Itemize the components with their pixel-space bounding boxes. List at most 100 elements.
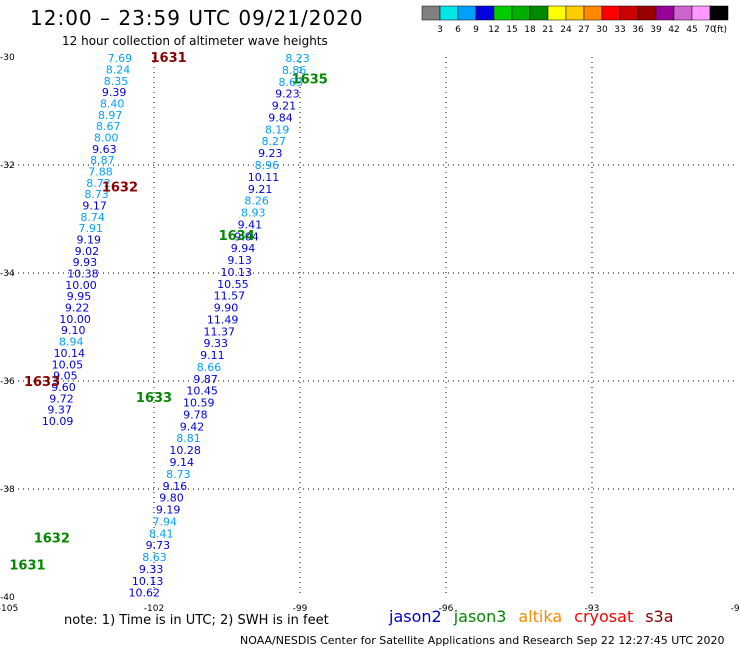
pass-time-label: 1632 xyxy=(34,532,70,547)
wave-height-point: 9.17 xyxy=(82,200,107,213)
wave-height-point: 9.14 xyxy=(169,456,194,469)
wave-height-point: 8.41 xyxy=(149,527,174,540)
wave-height-point: 8.97 xyxy=(98,109,123,122)
wave-height-point: 9.21 xyxy=(272,100,297,113)
wave-height-point: 9.39 xyxy=(102,86,127,99)
wave-height-point: 8.26 xyxy=(244,195,269,208)
colorbar-tick-label: 27 xyxy=(578,25,589,35)
wave-height-point: 8.00 xyxy=(94,131,119,144)
colorbar-legend: 3 6 9 12 15 18 21 24 27 30 33 36 39 42 45 70(ft) xyxy=(421,5,729,35)
wave-height-point: 10.09 xyxy=(42,415,74,428)
x-tick-label: -99 xyxy=(293,604,308,614)
pass-time-label: 1634 xyxy=(219,229,255,244)
pass-time-label: 1631 xyxy=(151,51,187,66)
wave-height-point: 8.24 xyxy=(106,63,131,76)
wave-height-point: 10.59 xyxy=(183,397,215,410)
grid xyxy=(8,57,738,597)
wave-height-point: 8.40 xyxy=(100,97,125,110)
wave-height-point: 8.63 xyxy=(142,551,167,564)
colorbar-swatch xyxy=(547,5,567,21)
wave-height-point: 9.22 xyxy=(65,302,90,315)
wave-height-point: 8.23 xyxy=(285,52,310,65)
wave-height-point: 9.42 xyxy=(180,420,205,433)
wave-height-point: 8.74 xyxy=(80,211,105,224)
pass-time-label: 1635 xyxy=(292,73,328,88)
wave-height-point: 9.33 xyxy=(204,337,229,350)
wave-height-point: 11.37 xyxy=(203,325,235,338)
wave-height-point: 9.04 xyxy=(234,230,259,243)
colorbar-swatch xyxy=(583,5,603,21)
pass-time-label: 1632 xyxy=(102,181,138,196)
wave-height-point: 10.05 xyxy=(52,358,84,371)
wave-height-point: 7.88 xyxy=(88,165,113,178)
wave-height-point: 9.41 xyxy=(238,218,263,231)
colorbar-unit: (ft) xyxy=(713,25,727,35)
wave-height-point: 9.23 xyxy=(275,88,300,101)
wave-height-point: 7.91 xyxy=(78,222,103,235)
wave-height-point: 11.49 xyxy=(207,313,239,326)
colorbar-tick-label: 9 xyxy=(473,25,479,35)
colorbar-swatch xyxy=(439,5,459,21)
colorbar-tick-label: 24 xyxy=(560,25,572,35)
x-tick-label: -102 xyxy=(144,604,164,614)
wave-height-point: 8.94 xyxy=(59,336,84,349)
colorbar-tick-label: 70 xyxy=(704,25,716,35)
wave-height-values: 7.698.248.359.398.408.978.678.009.638.87… xyxy=(42,52,310,600)
footer-credit: NOAA/NESDIS Center for Satellite Applica… xyxy=(240,634,725,647)
wave-height-point: 9.19 xyxy=(156,504,181,517)
colorbar-tick-label: 39 xyxy=(650,25,662,35)
wave-height-point: 9.05 xyxy=(53,370,78,383)
x-tick-label: -96 xyxy=(439,604,454,614)
colorbar-tick-label: 45 xyxy=(686,25,697,35)
wave-height-point: 8.93 xyxy=(241,207,266,220)
wave-height-point: 8.63 xyxy=(279,76,304,89)
wave-height-point: 10.45 xyxy=(186,385,218,398)
wave-height-point: 10.28 xyxy=(169,444,201,457)
wave-height-point: 9.84 xyxy=(268,111,293,124)
colorbar-swatch xyxy=(475,5,495,21)
wave-height-point: 9.16 xyxy=(163,480,188,493)
colorbar-swatch xyxy=(511,5,531,21)
wave-height-point: 9.90 xyxy=(214,302,239,315)
wave-height-point: 9.21 xyxy=(248,183,273,196)
colorbar-swatch xyxy=(601,5,621,21)
colorbar-swatch xyxy=(655,5,675,21)
colorbar-swatch xyxy=(691,5,711,21)
wave-height-point: 10.13 xyxy=(132,575,164,588)
colorbar-tick-label: 6 xyxy=(455,25,461,35)
wave-height-point: 9.78 xyxy=(183,408,208,421)
footer-note: note: 1) Time is in UTC; 2) SWH is in fe… xyxy=(64,613,329,628)
colorbar-swatch xyxy=(529,5,549,21)
wave-height-point: 10.55 xyxy=(217,278,249,291)
colorbar-tick-label: 36 xyxy=(632,25,644,35)
colorbar-tick-label: 30 xyxy=(596,25,608,35)
colorbar-swatch xyxy=(421,5,441,21)
legend-altika: altika xyxy=(518,607,563,626)
wave-height-point: 9.87 xyxy=(193,373,218,386)
wave-height-point: 9.10 xyxy=(61,324,86,337)
wave-height-point: 8.35 xyxy=(104,75,129,88)
wave-height-point: 9.72 xyxy=(49,392,74,405)
colorbar-tick-label: 12 xyxy=(488,25,499,35)
wave-height-point: 8.87 xyxy=(90,154,115,167)
colorbar-tick-label: 33 xyxy=(614,25,625,35)
wave-height-point: 9.95 xyxy=(67,290,92,303)
wave-height-point: 9.19 xyxy=(77,234,102,247)
legend-jason3: jason3 xyxy=(453,607,507,626)
wave-height-point: 10.00 xyxy=(59,313,91,326)
wave-height-point: 10.00 xyxy=(65,279,97,292)
colorbar-swatch xyxy=(493,5,513,21)
chart-title: 12:00 – 23:59 UTC 09/21/2020 xyxy=(30,6,364,30)
wave-height-point: 11.57 xyxy=(214,290,246,303)
pass-time-label: 1631 xyxy=(9,559,45,574)
wave-height-point: 8.96 xyxy=(255,159,280,172)
wave-height-point: 8.67 xyxy=(96,120,121,133)
wave-height-point: 10.11 xyxy=(248,171,280,184)
wave-height-point: 10.38 xyxy=(67,268,99,281)
wave-height-point: 7.94 xyxy=(152,515,177,528)
y-tick-label: -34 xyxy=(0,269,15,279)
wave-height-point: 9.80 xyxy=(159,492,184,505)
colorbar-swatch xyxy=(709,5,729,21)
wave-height-point: 10.62 xyxy=(129,587,161,600)
